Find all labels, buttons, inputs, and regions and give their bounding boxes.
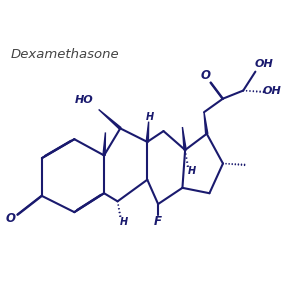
Text: OH: OH: [254, 59, 273, 69]
Polygon shape: [204, 112, 208, 134]
Text: O: O: [200, 69, 210, 82]
Polygon shape: [99, 110, 121, 129]
Polygon shape: [103, 132, 105, 155]
Text: O: O: [6, 212, 16, 225]
Text: Dexamethasone: Dexamethasone: [10, 48, 119, 62]
Text: OH: OH: [262, 85, 281, 96]
Text: HO: HO: [74, 95, 93, 105]
Polygon shape: [182, 127, 186, 150]
Text: H: H: [188, 166, 196, 176]
Polygon shape: [146, 122, 148, 142]
Text: H: H: [120, 217, 128, 226]
Text: H: H: [146, 112, 154, 122]
Text: F: F: [154, 215, 162, 228]
